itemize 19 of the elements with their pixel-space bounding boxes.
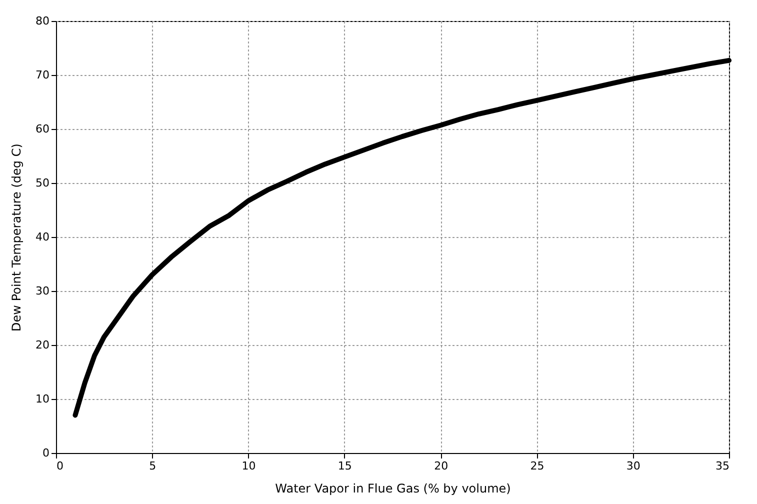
x-tick-label: 35 <box>716 460 730 472</box>
y-tick-label: 30 <box>36 284 50 298</box>
y-tick-label: 50 <box>36 176 50 190</box>
x-tick-label: 10 <box>242 460 256 472</box>
x-tick-label: 0 <box>56 460 64 472</box>
y-tick-label: 10 <box>36 392 50 406</box>
x-tick-label: 5 <box>149 460 156 472</box>
y-tick-label: 40 <box>36 230 50 244</box>
x-tick-label: 20 <box>434 460 448 472</box>
x-axis-title: Water Vapor in Flue Gas (% by volume) <box>275 482 511 496</box>
y-tick-label: 70 <box>36 68 50 82</box>
x-tick-label: 15 <box>338 460 352 472</box>
x-tick-label: 25 <box>530 460 544 472</box>
y-tick-label: 0 <box>42 446 50 460</box>
y-tick-label: 60 <box>36 122 50 136</box>
y-tick-label: 20 <box>36 338 50 352</box>
y-tick-label: 80 <box>36 14 50 28</box>
y-axis-title: Dew Point Temperature (deg C) <box>10 144 24 332</box>
x-tick-label: 30 <box>626 460 640 472</box>
